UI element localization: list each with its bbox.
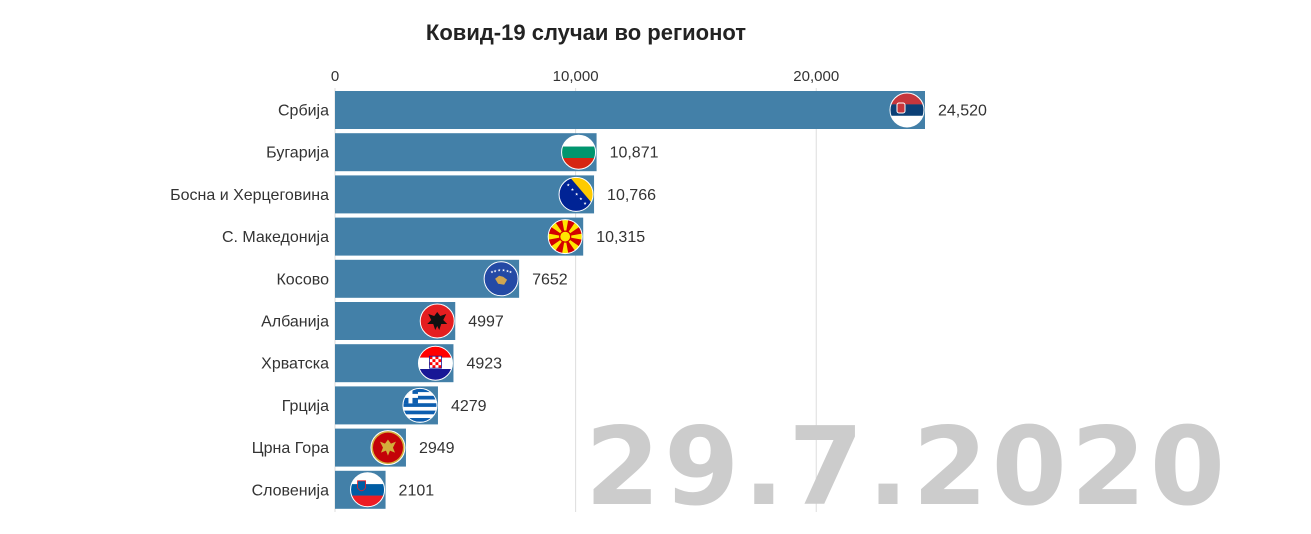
category-label: Босна и Херцеговина [170,187,329,204]
croatia-flag-icon [417,345,453,381]
value-label: 10,871 [610,145,659,162]
x-tick-label: 10,000 [553,68,599,85]
serbia-flag-icon [889,92,925,128]
slovenia-flag-icon [350,472,386,508]
category-label: Бугарија [266,145,329,162]
value-label: 4997 [468,314,504,331]
north-macedonia-flag-icon [547,219,583,255]
greece-flag-icon [402,387,438,423]
bar [335,91,925,129]
value-label: 24,520 [938,103,987,120]
albania-flag-icon [419,303,455,339]
date-stamp: 29.7.2020 [585,405,1230,530]
value-labels: 24,520 10,871 10,766 10,315 7652 4997 4923 4279… [399,103,987,500]
kosovo-flag-icon [483,261,519,297]
category-labels: Србија Бугарија Босна и Херцеговина С. Маке… [170,103,329,500]
value-label: 2949 [419,440,455,457]
bar [335,175,595,214]
bosnia-flag-icon [558,176,594,212]
bulgaria-flag-icon [561,134,597,170]
montenegro-flag-icon [370,430,406,466]
value-label: 4279 [451,398,487,415]
x-tick-label: 0 [331,68,339,85]
bar [335,217,584,256]
category-label: С. Македонија [222,229,329,246]
x-tick-label: 20,000 [793,68,839,85]
value-label: 7652 [532,271,568,288]
bar [335,133,597,172]
category-label: Словенија [252,482,330,499]
value-label: 2101 [399,482,435,499]
x-axis-ticks: 0 10,000 20,000 [331,68,839,85]
value-label: 4923 [466,356,502,373]
category-label: Србија [278,103,329,120]
category-label: Црна Гора [252,440,329,457]
category-label: Грција [282,398,329,415]
value-label: 10,766 [607,187,656,204]
value-label: 10,315 [596,229,645,246]
chart-title: Ковид-19 случаи во регионот [425,20,747,45]
category-label: Косово [276,271,329,288]
category-label: Албанија [261,314,329,331]
flags [350,92,925,508]
category-label: Хрватска [261,356,329,373]
